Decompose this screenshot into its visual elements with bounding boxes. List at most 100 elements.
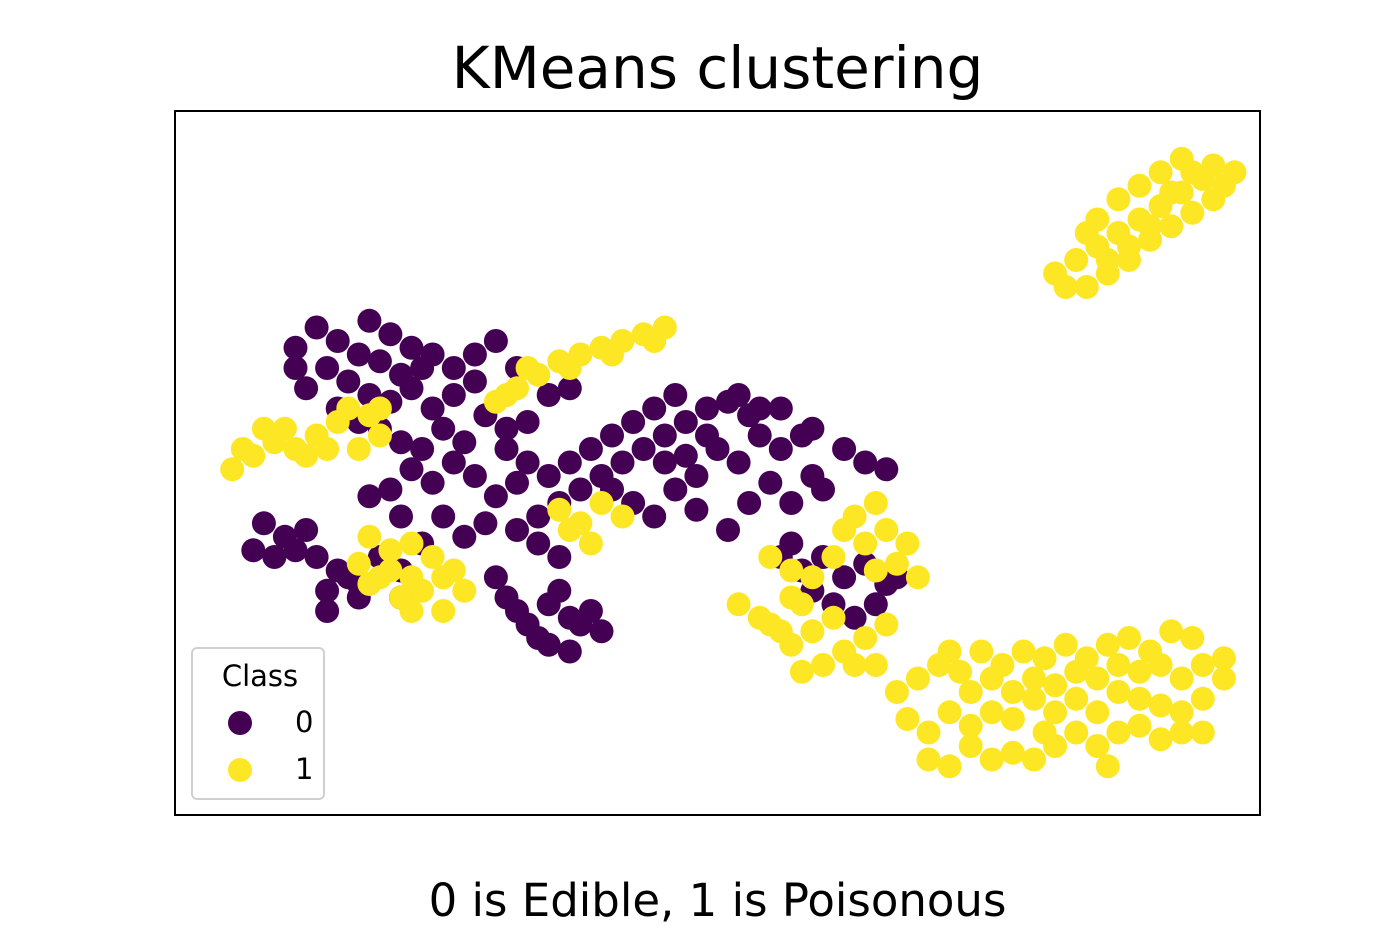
point-class-0-13 <box>441 383 466 407</box>
point-class-0-93 <box>515 450 540 475</box>
point-class-1-124 <box>1169 720 1194 745</box>
legend: Class 0 1 <box>191 647 325 800</box>
point-class-1-105 <box>1085 700 1110 725</box>
point-class-1-119 <box>1064 720 1089 745</box>
point-class-1-113 <box>937 754 962 779</box>
point-class-0-20 <box>431 416 456 441</box>
point-class-1-43 <box>357 572 382 596</box>
point-class-1-10 <box>315 437 340 461</box>
point-class-1-111 <box>1211 646 1236 671</box>
point-class-1-14 <box>346 437 371 461</box>
point-class-1-115 <box>979 747 1004 772</box>
point-class-1-48 <box>589 491 614 515</box>
point-class-1-30 <box>357 524 382 549</box>
point-class-0-44 <box>262 545 287 569</box>
point-class-0-82 <box>673 410 698 434</box>
point-class-0-31 <box>420 470 445 495</box>
point-class-0-11 <box>399 376 424 401</box>
point-class-0-95 <box>515 410 540 434</box>
point-class-1-107 <box>1127 686 1152 711</box>
point-class-0-21 <box>452 430 477 455</box>
point-class-1-41 <box>431 599 456 623</box>
point-class-0-48 <box>315 578 340 603</box>
point-class-0-24 <box>462 369 487 394</box>
point-class-1-104 <box>1064 686 1089 711</box>
legend-entry-0: 0 <box>193 703 327 743</box>
point-class-1-91 <box>1095 632 1120 657</box>
point-class-1-158 <box>1180 200 1205 225</box>
point-class-1-103 <box>1043 700 1068 725</box>
point-class-0-18 <box>389 430 413 455</box>
point-class-1-72 <box>863 558 888 583</box>
point-class-0-40 <box>251 511 276 536</box>
point-class-1-169 <box>1095 248 1120 272</box>
legend-label-1: 1 <box>295 752 314 786</box>
point-class-0-59 <box>483 565 508 590</box>
legend-title: Class <box>221 659 299 693</box>
point-class-1-49 <box>610 504 635 529</box>
point-class-1-98 <box>937 700 962 725</box>
point-class-1-138 <box>937 639 962 664</box>
point-class-0-118 <box>652 450 677 475</box>
point-class-1-85 <box>969 639 994 664</box>
point-class-0-42 <box>294 518 319 542</box>
point-class-0-120 <box>747 396 772 421</box>
point-class-0-90 <box>663 383 688 407</box>
point-class-0-104 <box>726 450 751 475</box>
point-class-0-114 <box>874 457 899 482</box>
point-class-0-80 <box>631 437 656 461</box>
point-class-0-97 <box>557 376 582 401</box>
point-class-1-125 <box>1190 720 1215 745</box>
point-class-1-164 <box>1127 173 1152 198</box>
point-class-0-57 <box>452 524 477 549</box>
point-class-1-73 <box>853 626 878 650</box>
point-class-1-71 <box>884 551 909 576</box>
point-class-1-89 <box>1053 632 1078 657</box>
point-class-1-0 <box>220 457 245 482</box>
point-class-1-70 <box>895 531 920 556</box>
point-class-1-13 <box>367 423 392 448</box>
point-class-1-153 <box>1074 275 1099 299</box>
point-class-0-89 <box>642 396 667 421</box>
point-class-1-132 <box>1127 659 1152 684</box>
chart-caption: 0 is Edible, 1 is Poisonous <box>428 874 1007 927</box>
point-class-1-114 <box>958 734 983 758</box>
point-class-0-128 <box>832 565 857 590</box>
point-class-1-95 <box>1180 626 1205 650</box>
point-class-1-11 <box>336 396 361 421</box>
point-class-0-1 <box>304 315 329 340</box>
point-class-0-37 <box>505 470 529 495</box>
point-class-1-88 <box>1032 646 1057 671</box>
point-class-0-81 <box>652 423 677 448</box>
point-class-1-74 <box>842 653 867 677</box>
point-class-0-138 <box>483 329 508 353</box>
point-class-1-61 <box>811 653 835 677</box>
point-class-0-101 <box>663 477 688 502</box>
point-class-1-167 <box>1138 214 1163 239</box>
point-class-0-133 <box>842 605 867 630</box>
point-class-1-130 <box>1085 666 1110 691</box>
chart-title: KMeans clustering <box>451 34 984 102</box>
point-class-1-106 <box>1106 680 1131 704</box>
point-class-0-124 <box>673 443 698 468</box>
point-class-1-64 <box>789 592 814 617</box>
point-class-1-62 <box>789 659 814 684</box>
point-class-1-76 <box>726 592 751 617</box>
point-class-0-19 <box>410 437 435 461</box>
point-class-1-126 <box>1000 680 1025 704</box>
point-class-1-123 <box>1148 727 1173 752</box>
point-class-1-40 <box>452 578 477 603</box>
point-class-1-99 <box>958 713 983 738</box>
legend-label-0: 0 <box>295 705 314 739</box>
point-class-1-67 <box>832 518 857 542</box>
point-class-1-81 <box>884 680 909 704</box>
point-class-1-15 <box>367 396 392 421</box>
point-class-1-28 <box>642 329 667 353</box>
point-class-0-94 <box>494 437 519 461</box>
point-class-1-46 <box>547 497 572 522</box>
point-class-0-96 <box>536 383 561 407</box>
point-class-1-27 <box>600 342 624 367</box>
point-class-1-59 <box>821 605 846 630</box>
point-class-0-105 <box>747 423 772 448</box>
